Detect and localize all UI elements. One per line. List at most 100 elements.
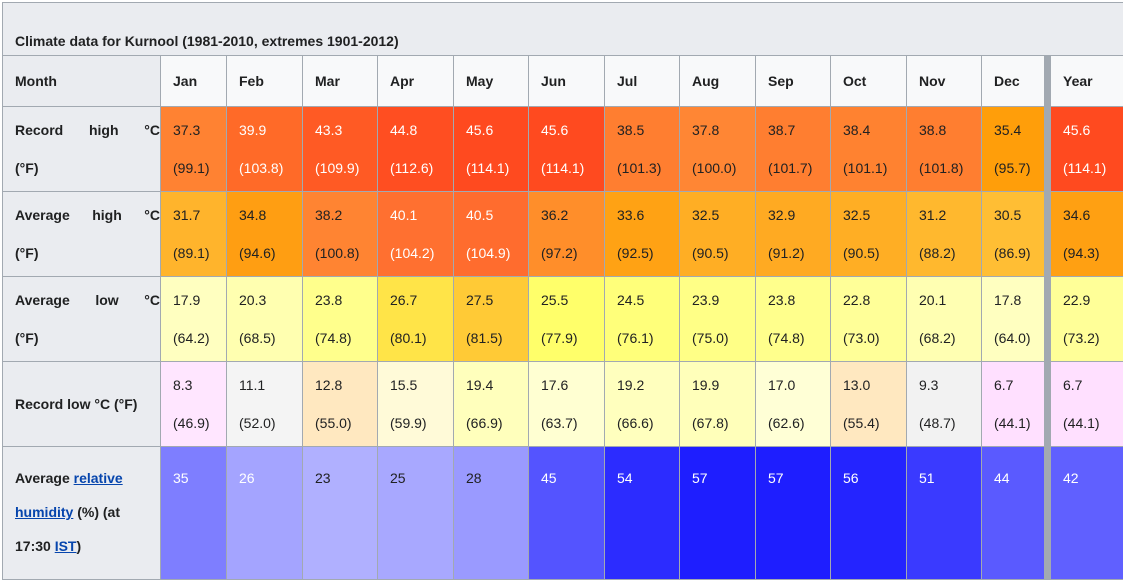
month-header-may: May (454, 56, 529, 107)
relative-link[interactable]: relative (74, 470, 123, 486)
record-high-cell: 43.3(109.9) (303, 107, 378, 192)
average-high-celsius: 32.5 (843, 196, 906, 234)
humidity-cell: 44 (982, 447, 1048, 580)
record-low-cell: 13.0(55.4) (831, 362, 907, 447)
average-high-cell: 40.5(104.9) (454, 192, 529, 277)
average-high-celsius: 30.5 (994, 196, 1044, 234)
average-low-cell: 27.5(81.5) (454, 277, 529, 362)
record-low-cell: 12.8(55.0) (303, 362, 378, 447)
average-low-celsius: 23.8 (768, 281, 830, 319)
month-header-dec: Dec (982, 56, 1048, 107)
average-low-fahrenheit: (68.2) (919, 319, 981, 357)
average-high-celsius: 33.6 (617, 196, 679, 234)
record-low-fahrenheit: (59.9) (390, 404, 453, 442)
average-high-cell: 31.7(89.1) (161, 192, 227, 277)
average-low-celsius: 25.5 (541, 281, 604, 319)
average-low-celsius: 27.5 (466, 281, 528, 319)
average-low-fahrenheit: (77.9) (541, 319, 604, 357)
average-low-cell: 20.3(68.5) (227, 277, 303, 362)
record-low-cell: 19.9(67.8) (680, 362, 756, 447)
record-low-celsius: 12.8 (315, 366, 377, 404)
record-low-celsius: 17.0 (768, 366, 830, 404)
record-low-fahrenheit: (63.7) (541, 404, 604, 442)
record-low-celsius: 13.0 (843, 366, 906, 404)
average-high-fahrenheit: (92.5) (617, 234, 679, 272)
record-high-celsius: 44.8 (390, 111, 453, 149)
average-high-fahrenheit: (88.2) (919, 234, 981, 272)
month-header-nov: Nov (907, 56, 982, 107)
record-high-fahrenheit: (101.8) (919, 149, 981, 187)
average-low-cell: 23.9(75.0) (680, 277, 756, 362)
average-high-fahrenheit: (91.2) (768, 234, 830, 272)
average-low-celsius: 20.1 (919, 281, 981, 319)
record-low-celsius: 19.9 (692, 366, 755, 404)
month-header-aug: Aug (680, 56, 756, 107)
average-low-fahrenheit: (80.1) (390, 319, 453, 357)
record-low-celsius: 17.6 (541, 366, 604, 404)
record-low-fahrenheit: (52.0) (239, 404, 302, 442)
humidity-cell: 42 (1048, 447, 1123, 580)
record-high-fahrenheit: (114.1) (1063, 149, 1123, 187)
average-high-celsius: 38.2 (315, 196, 377, 234)
record-low-celsius: 15.5 (390, 366, 453, 404)
month-header-mar: Mar (303, 56, 378, 107)
record-low-cell: 17.0(62.6) (756, 362, 831, 447)
record-low-cell: 6.7(44.1) (1048, 362, 1123, 447)
humidity-cell: 56 (831, 447, 907, 580)
average-high-fahrenheit: (104.9) (466, 234, 528, 272)
record-high-cell: 38.8(101.8) (907, 107, 982, 192)
average-high-fahrenheit: (90.5) (692, 234, 755, 272)
average-low-celsius: 22.8 (843, 281, 906, 319)
ist-link[interactable]: IST (55, 538, 77, 554)
month-header-jul: Jul (605, 56, 680, 107)
average-low-cell: 22.8(73.0) (831, 277, 907, 362)
record-low-celsius: 11.1 (239, 366, 302, 404)
average-high-celsius: 32.9 (768, 196, 830, 234)
humidity-cell: 35 (161, 447, 227, 580)
average-high-fahrenheit: (104.2) (390, 234, 453, 272)
average-high-fahrenheit: (94.6) (239, 234, 302, 272)
month-header-sep: Sep (756, 56, 831, 107)
record-low-fahrenheit: (46.9) (173, 404, 226, 442)
average-high-cell: 32.5(90.5) (680, 192, 756, 277)
average-high-celsius: 31.2 (919, 196, 981, 234)
record-high-celsius: 37.3 (173, 111, 226, 149)
average-low-cell: 24.5(76.1) (605, 277, 680, 362)
average-high-cell: 32.5(90.5) (831, 192, 907, 277)
humidity-cell: 57 (680, 447, 756, 580)
humidity-cell: 57 (756, 447, 831, 580)
average-high-celsius: 34.6 (1063, 196, 1123, 234)
record-high-fahrenheit: (101.3) (617, 149, 679, 187)
record-high-cell: 39.9(103.8) (227, 107, 303, 192)
record-low-fahrenheit: (66.6) (617, 404, 679, 442)
average-low-cell: 17.9(64.2) (161, 277, 227, 362)
average-high-celsius: 31.7 (173, 196, 226, 234)
record-low-celsius: 19.4 (466, 366, 528, 404)
record-high-cell: 38.5(101.3) (605, 107, 680, 192)
record-high-fahrenheit: (112.6) (390, 149, 453, 187)
average-high-cell: 34.8(94.6) (227, 192, 303, 277)
average-low-cell: 17.8(64.0) (982, 277, 1048, 362)
month-header-oct: Oct (831, 56, 907, 107)
record-high-fahrenheit: (95.7) (994, 149, 1044, 187)
record-high-cell: 35.4(95.7) (982, 107, 1048, 192)
month-header-apr: Apr (378, 56, 454, 107)
average-low-celsius: 17.9 (173, 281, 226, 319)
record-low-celsius: 6.7 (1063, 366, 1123, 404)
record-low-fahrenheit: (66.9) (466, 404, 528, 442)
average-high-fahrenheit: (94.3) (1063, 234, 1123, 272)
record-low-cell: 9.3(48.7) (907, 362, 982, 447)
humidity-link[interactable]: humidity (15, 504, 73, 520)
record-low-cell: 19.4(66.9) (454, 362, 529, 447)
month-header-feb: Feb (227, 56, 303, 107)
record-high-fahrenheit: (101.1) (843, 149, 906, 187)
month-header-label: Month (3, 56, 161, 107)
average-high-fahrenheit: (86.9) (994, 234, 1044, 272)
record-high-fahrenheit: (103.8) (239, 149, 302, 187)
month-header-jan: Jan (161, 56, 227, 107)
record-low-fahrenheit: (62.6) (768, 404, 830, 442)
record-high-celsius: 38.4 (843, 111, 906, 149)
average-high-cell: 30.5(86.9) (982, 192, 1048, 277)
